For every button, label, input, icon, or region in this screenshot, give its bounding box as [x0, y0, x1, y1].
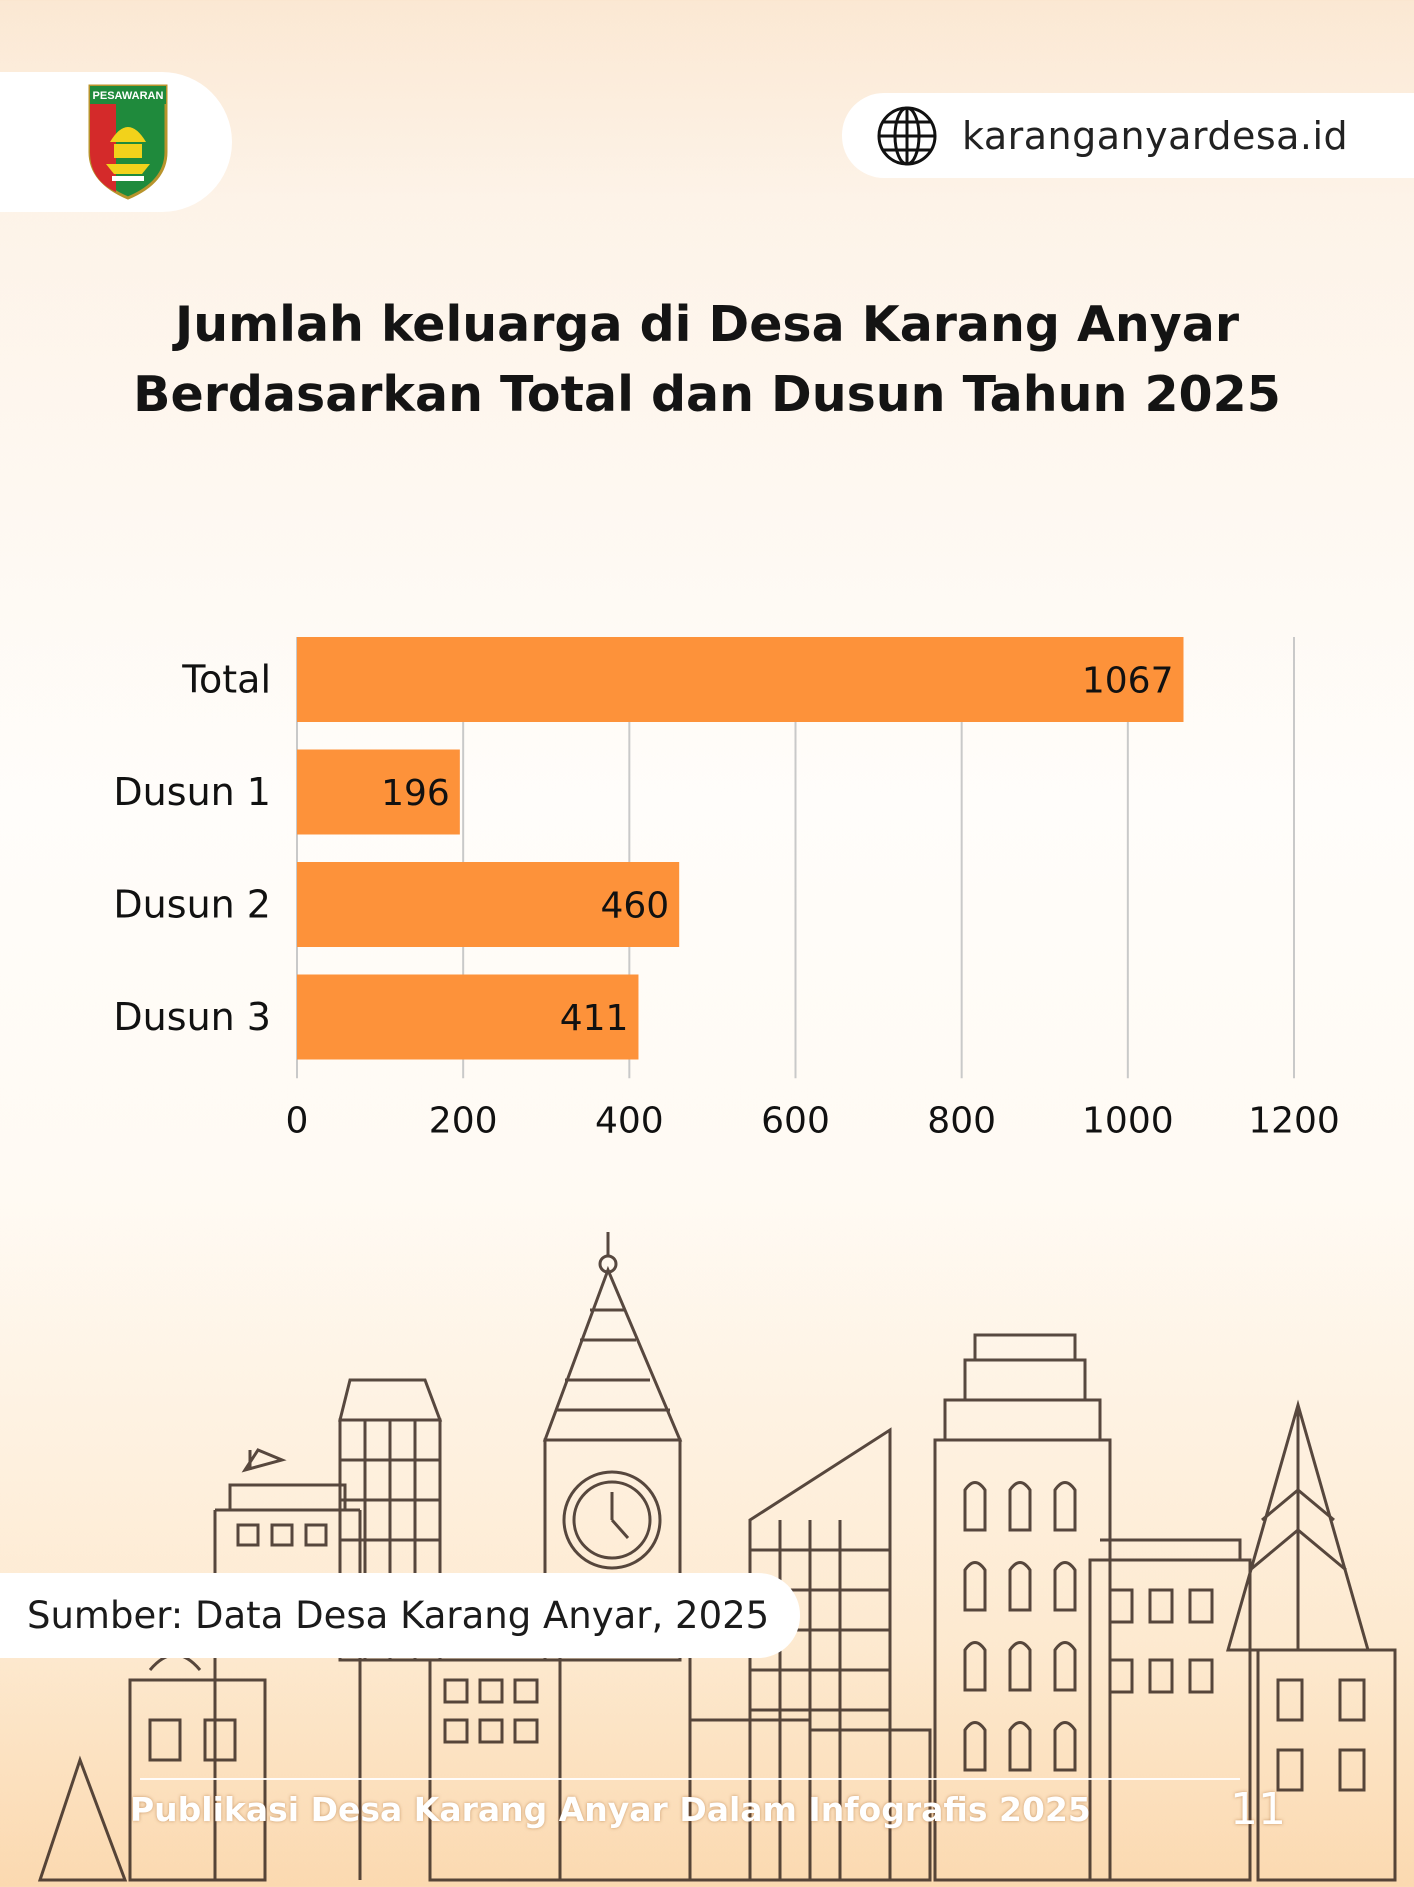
chart-bars [297, 637, 1184, 1060]
title-line-2: Berdasarkan Total dan Dusun Tahun 2025 [133, 366, 1281, 423]
category-label: Dusun 1 [113, 770, 271, 814]
page-number: 11 [1230, 1784, 1286, 1835]
bar [297, 637, 1184, 722]
x-tick-label: 0 [286, 1100, 309, 1140]
x-tick-label: 1000 [1082, 1100, 1174, 1140]
website-badge[interactable]: karanganyardesa.id [842, 93, 1414, 178]
x-tick-label: 400 [595, 1100, 664, 1140]
chart-tick-labels: 0 200 400 600 800 1000 1200 [286, 1100, 1340, 1140]
category-label: Total [181, 658, 271, 702]
data-label: 460 [600, 886, 669, 927]
x-tick-label: 1200 [1248, 1100, 1340, 1140]
data-label: 411 [560, 998, 629, 1039]
category-label: Dusun 3 [113, 995, 271, 1039]
chart-value-labels: 1067 196 460 411 [381, 661, 1173, 1040]
logo-wordmark: PESAWARAN [93, 90, 164, 102]
source-note: Sumber: Data Desa Karang Anyar, 2025 [0, 1573, 800, 1658]
bar [297, 749, 460, 835]
bar [297, 974, 639, 1060]
data-label: 196 [381, 773, 450, 814]
source-text: Sumber: Data Desa Karang Anyar, 2025 [27, 1594, 770, 1637]
pesawaran-logo: PESAWARAN [88, 84, 168, 200]
globe-icon [877, 106, 937, 165]
website-url[interactable]: karanganyardesa.id [962, 113, 1349, 158]
x-tick-label: 600 [761, 1100, 830, 1140]
footer-divider [140, 1778, 1240, 1780]
chart-category-labels: Total Dusun 1 Dusun 2 Dusun 3 [113, 658, 271, 1040]
category-label: Dusun 2 [113, 883, 271, 927]
bar [297, 862, 680, 947]
x-tick-label: 800 [927, 1100, 996, 1140]
city-skyline-illustration [37, 1232, 1397, 1882]
footer-publication-title: Publikasi Desa Karang Anyar Dalam Infogr… [130, 1790, 1091, 1829]
bar-chart: Total Dusun 1 Dusun 2 Dusun 3 1067 196 460 411… [113, 637, 1340, 1140]
x-tick-label: 200 [429, 1100, 498, 1140]
page-title: Jumlah keluarga di Desa Karang Anyar Ber… [0, 290, 1414, 430]
data-label: 1067 [1082, 661, 1174, 702]
title-line-1: Jumlah keluarga di Desa Karang Anyar [175, 296, 1239, 353]
